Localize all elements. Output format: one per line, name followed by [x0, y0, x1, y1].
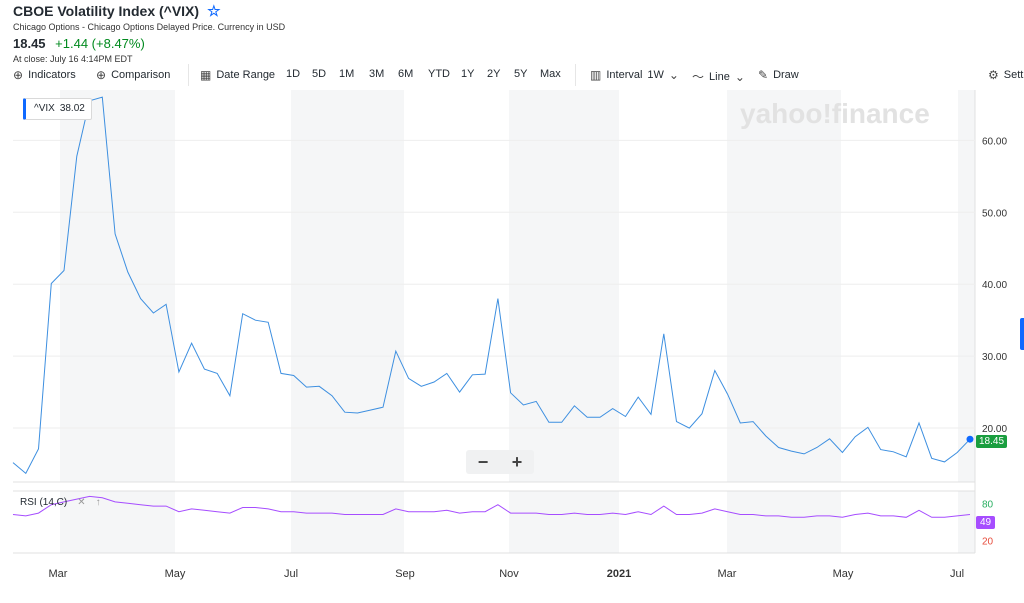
- x-tick-label: 2021: [607, 568, 631, 580]
- range-1y[interactable]: 1Y: [461, 68, 475, 80]
- chevron-down-icon: ⌄: [734, 69, 745, 84]
- star-icon[interactable]: ☆: [207, 3, 221, 20]
- range-5d[interactable]: 5D: [312, 68, 327, 80]
- divider: [188, 64, 189, 86]
- month-band: [727, 90, 841, 482]
- x-tick-label: Mar: [49, 568, 68, 580]
- zoom-in-button[interactable]: +: [511, 452, 523, 472]
- plus-circle-icon: ⊕: [96, 68, 107, 82]
- quote-header: CBOE Volatility Index (^VIX) ☆ Chicago O…: [13, 2, 285, 64]
- close-icon[interactable]: ✕: [77, 497, 86, 508]
- rsi-tick-label: 20: [982, 537, 994, 548]
- interval-label: Interval: [606, 69, 643, 81]
- series-area: [12, 96, 974, 518]
- pencil-icon: ✎: [758, 68, 769, 82]
- last-price-tag: 18.45: [976, 435, 1008, 448]
- range-1d[interactable]: 1D: [286, 68, 301, 80]
- month-band: [958, 491, 975, 553]
- y-tick-label: 20.00: [982, 424, 1007, 435]
- zoom-controls: − +: [466, 450, 534, 474]
- comparison-button[interactable]: ⊕ Comparison: [96, 68, 170, 82]
- y-axis: 20.00 30.00 40.00 50.00 60.00 80 20: [982, 136, 1007, 547]
- tooltip-value: 38.02: [59, 103, 85, 114]
- month-band: [291, 90, 404, 482]
- range-1m[interactable]: 1M: [339, 68, 355, 80]
- price-change: +1.44 (+8.47%): [55, 36, 145, 51]
- y-tick-label: 30.00: [982, 352, 1007, 363]
- range-ytd[interactable]: YTD: [428, 68, 450, 80]
- yahoo-finance-watermark: yahoo!finance: [740, 98, 930, 129]
- tooltip-symbol: ^VIX: [34, 103, 55, 114]
- month-band: [60, 491, 175, 553]
- interval-dropdown[interactable]: ▥ Interval 1W ⌄: [590, 68, 679, 82]
- x-tick-label: May: [165, 568, 186, 580]
- settings-label: Setti: [1003, 69, 1024, 81]
- indicators-label: Indicators: [28, 69, 76, 81]
- month-band: [509, 90, 619, 482]
- y-tick-label: 60.00: [982, 136, 1007, 147]
- interval-value: 1W: [647, 69, 664, 81]
- hover-tooltip: ^VIX 38.02: [23, 98, 92, 120]
- page-title: CBOE Volatility Index (^VIX) ☆: [13, 2, 285, 20]
- indicators-button[interactable]: ⊕ Indicators: [13, 68, 76, 82]
- rsi-tick-label: 80: [982, 499, 994, 510]
- zoom-out-button[interactable]: −: [477, 452, 489, 472]
- quote-source: Chicago Options - Chicago Options Delaye…: [13, 22, 286, 32]
- rsi-indicator-label: RSI (14,C) ✕ ↑: [20, 497, 101, 508]
- settings-button[interactable]: ⚙ Setti: [988, 68, 1024, 82]
- chart-toolbar: ⊕ Indicators ⊕ Comparison ▦ Date Range 1…: [0, 64, 1024, 86]
- x-tick-label: May: [833, 568, 854, 580]
- divider: [575, 64, 576, 86]
- vix-line: [12, 96, 971, 475]
- x-tick-label: Jul: [950, 568, 964, 580]
- range-max[interactable]: Max: [540, 68, 561, 80]
- calendar-icon: ▦: [200, 68, 212, 82]
- x-tick-label: Sep: [395, 568, 415, 580]
- draw-button[interactable]: ✎ Draw: [758, 68, 799, 82]
- side-panel-handle[interactable]: [1020, 318, 1024, 350]
- date-range-label: Date Range: [216, 69, 276, 81]
- y-tick-label: 40.00: [982, 280, 1007, 291]
- x-axis: Mar May Jul Sep Nov 2021 Mar May Jul: [49, 568, 965, 580]
- last-point-marker: [966, 435, 974, 443]
- rsi-value-tag: 49: [976, 516, 996, 529]
- line-chart-icon: 〜: [692, 70, 705, 84]
- x-tick-label: Jul: [284, 568, 298, 580]
- month-band: [509, 491, 619, 553]
- month-band: [727, 491, 841, 553]
- month-band: [291, 491, 404, 553]
- rsi-name: RSI (14,C): [20, 497, 68, 508]
- symbol-title: CBOE Volatility Index (^VIX): [13, 3, 200, 19]
- x-tick-label: Mar: [718, 568, 737, 580]
- grid-lines: [13, 90, 976, 554]
- month-shading: [60, 90, 975, 553]
- draw-label: Draw: [773, 69, 799, 81]
- gear-icon: ⚙: [988, 68, 999, 82]
- bar-interval-icon: ▥: [590, 68, 602, 82]
- month-band: [958, 90, 975, 482]
- month-band: [60, 90, 175, 482]
- range-5y[interactable]: 5Y: [514, 68, 528, 80]
- chevron-down-icon: ⌄: [668, 68, 679, 82]
- range-6m[interactable]: 6M: [398, 68, 414, 80]
- x-tick-label: Nov: [499, 568, 519, 580]
- chart-type-dropdown[interactable]: 〜 Line ⌄: [692, 68, 745, 85]
- y-tick-label: 50.00: [982, 208, 1007, 219]
- close-time: At close: July 16 4:14PM EDT: [13, 54, 133, 64]
- chart-type-label: Line: [709, 70, 730, 83]
- quote-price-row: 18.45 +1.44 (+8.47%): [13, 36, 285, 51]
- date-range-button[interactable]: ▦ Date Range: [200, 68, 275, 82]
- current-price: 18.45: [13, 36, 46, 51]
- arrow-up-icon[interactable]: ↑: [95, 497, 101, 508]
- rsi-line: [12, 495, 971, 518]
- range-2y[interactable]: 2Y: [487, 68, 501, 80]
- plus-circle-icon: ⊕: [13, 68, 24, 82]
- comparison-label: Comparison: [111, 69, 171, 81]
- range-3m[interactable]: 3M: [369, 68, 385, 80]
